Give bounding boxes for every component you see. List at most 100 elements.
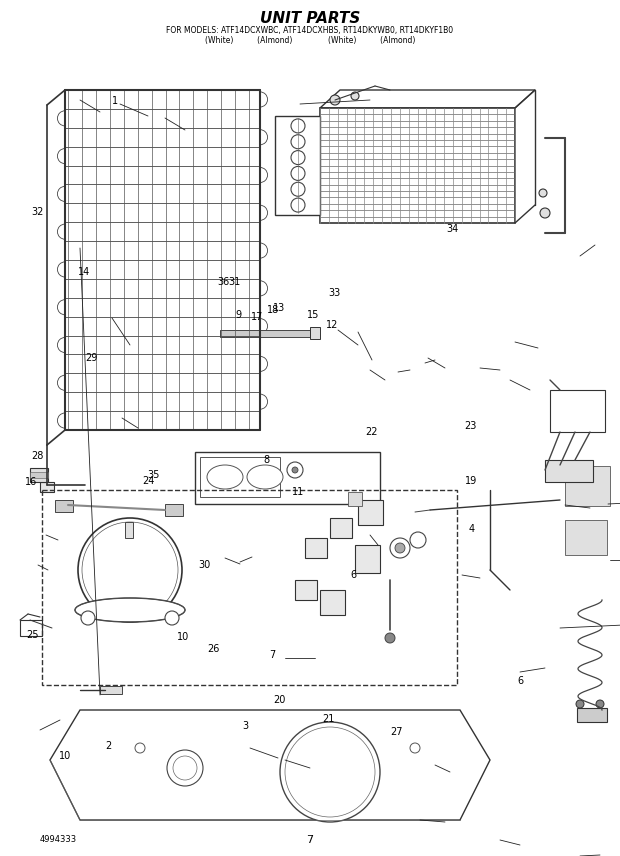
Bar [565,466,610,506]
Bar [20,620,42,636]
Bar [195,452,380,504]
Ellipse shape [207,465,243,489]
Bar [330,518,352,538]
Text: FOR MODELS: ATF14DCXWBC, ATF14DCXHBS, RT14DKYWB0, RT14DKYF1B0: FOR MODELS: ATF14DCXWBC, ATF14DCXHBS, RT… [166,26,454,34]
Text: 18: 18 [267,305,279,315]
Text: 19: 19 [465,476,477,486]
Bar [55,500,73,512]
Bar [310,327,320,339]
Circle shape [81,611,95,625]
Bar [320,590,345,615]
Text: 21: 21 [322,714,335,724]
Text: 9: 9 [236,310,242,320]
Bar [545,460,593,482]
Circle shape [351,92,359,100]
Bar [577,708,607,722]
Text: 10: 10 [59,751,71,761]
Text: 27: 27 [391,727,403,737]
Bar [100,686,122,694]
Circle shape [135,743,145,753]
Text: 10: 10 [177,632,189,642]
Circle shape [596,700,604,708]
Bar [275,116,320,215]
Circle shape [410,743,420,753]
Circle shape [395,543,405,553]
Circle shape [410,532,426,548]
Text: 25: 25 [26,630,38,640]
Text: 3: 3 [242,721,248,731]
Polygon shape [320,90,535,108]
Bar [320,108,515,223]
Circle shape [291,182,305,196]
Circle shape [291,198,305,212]
Text: 4: 4 [468,524,474,534]
Bar [295,580,317,600]
Text: 24: 24 [143,476,155,486]
Text: (White)          (Almond)               (White)          (Almond): (White) (Almond) (White) (Almond) [205,35,415,45]
Text: UNIT PARTS: UNIT PARTS [260,10,360,26]
Text: 28: 28 [31,451,43,461]
Bar [125,522,133,538]
Bar [358,500,383,525]
Circle shape [539,189,547,197]
Circle shape [576,700,584,708]
Bar [220,330,310,337]
Circle shape [540,208,550,218]
Text: 36: 36 [217,277,229,288]
Circle shape [78,518,182,622]
Bar [348,492,362,506]
Text: 32: 32 [31,207,43,217]
Circle shape [167,750,203,786]
Bar [200,457,280,497]
Text: 4994333: 4994333 [40,835,77,845]
Circle shape [82,522,178,618]
Text: 1: 1 [112,96,118,106]
Circle shape [280,722,380,822]
Text: 33: 33 [329,288,341,298]
Circle shape [287,462,303,478]
Circle shape [291,151,305,164]
Circle shape [291,166,305,181]
Text: 31: 31 [228,277,241,288]
Text: 14: 14 [78,267,90,277]
Circle shape [292,467,298,473]
Text: 6: 6 [350,570,356,580]
Text: 8: 8 [264,455,270,465]
Text: 23: 23 [464,421,476,431]
Text: 30: 30 [198,560,211,570]
Text: 29: 29 [86,353,98,363]
Text: 20: 20 [273,695,285,705]
Circle shape [385,633,395,643]
Bar [550,390,605,432]
Text: 15: 15 [307,310,319,320]
Text: 26: 26 [208,644,220,654]
Text: 2: 2 [105,741,112,752]
Text: 13: 13 [273,303,285,313]
Bar [40,482,54,492]
Ellipse shape [247,465,283,489]
Circle shape [390,538,410,558]
Bar [42,490,457,685]
Circle shape [291,134,305,149]
Text: 22: 22 [366,427,378,437]
Text: 7: 7 [306,835,314,845]
Circle shape [291,119,305,133]
Text: 6: 6 [518,675,524,686]
Bar [565,520,607,555]
Ellipse shape [75,598,185,622]
Bar [165,504,183,516]
Polygon shape [50,710,490,820]
Text: 34: 34 [446,224,459,235]
Text: 35: 35 [148,470,160,480]
Circle shape [330,95,340,105]
Text: 7: 7 [270,650,276,660]
Text: 16: 16 [25,477,37,487]
Text: 11: 11 [291,487,304,497]
Bar [30,472,48,478]
Bar [30,468,48,482]
Text: 17: 17 [251,312,264,322]
Text: 12: 12 [326,320,338,330]
Circle shape [165,611,179,625]
Bar [355,545,380,573]
Bar [305,538,327,558]
